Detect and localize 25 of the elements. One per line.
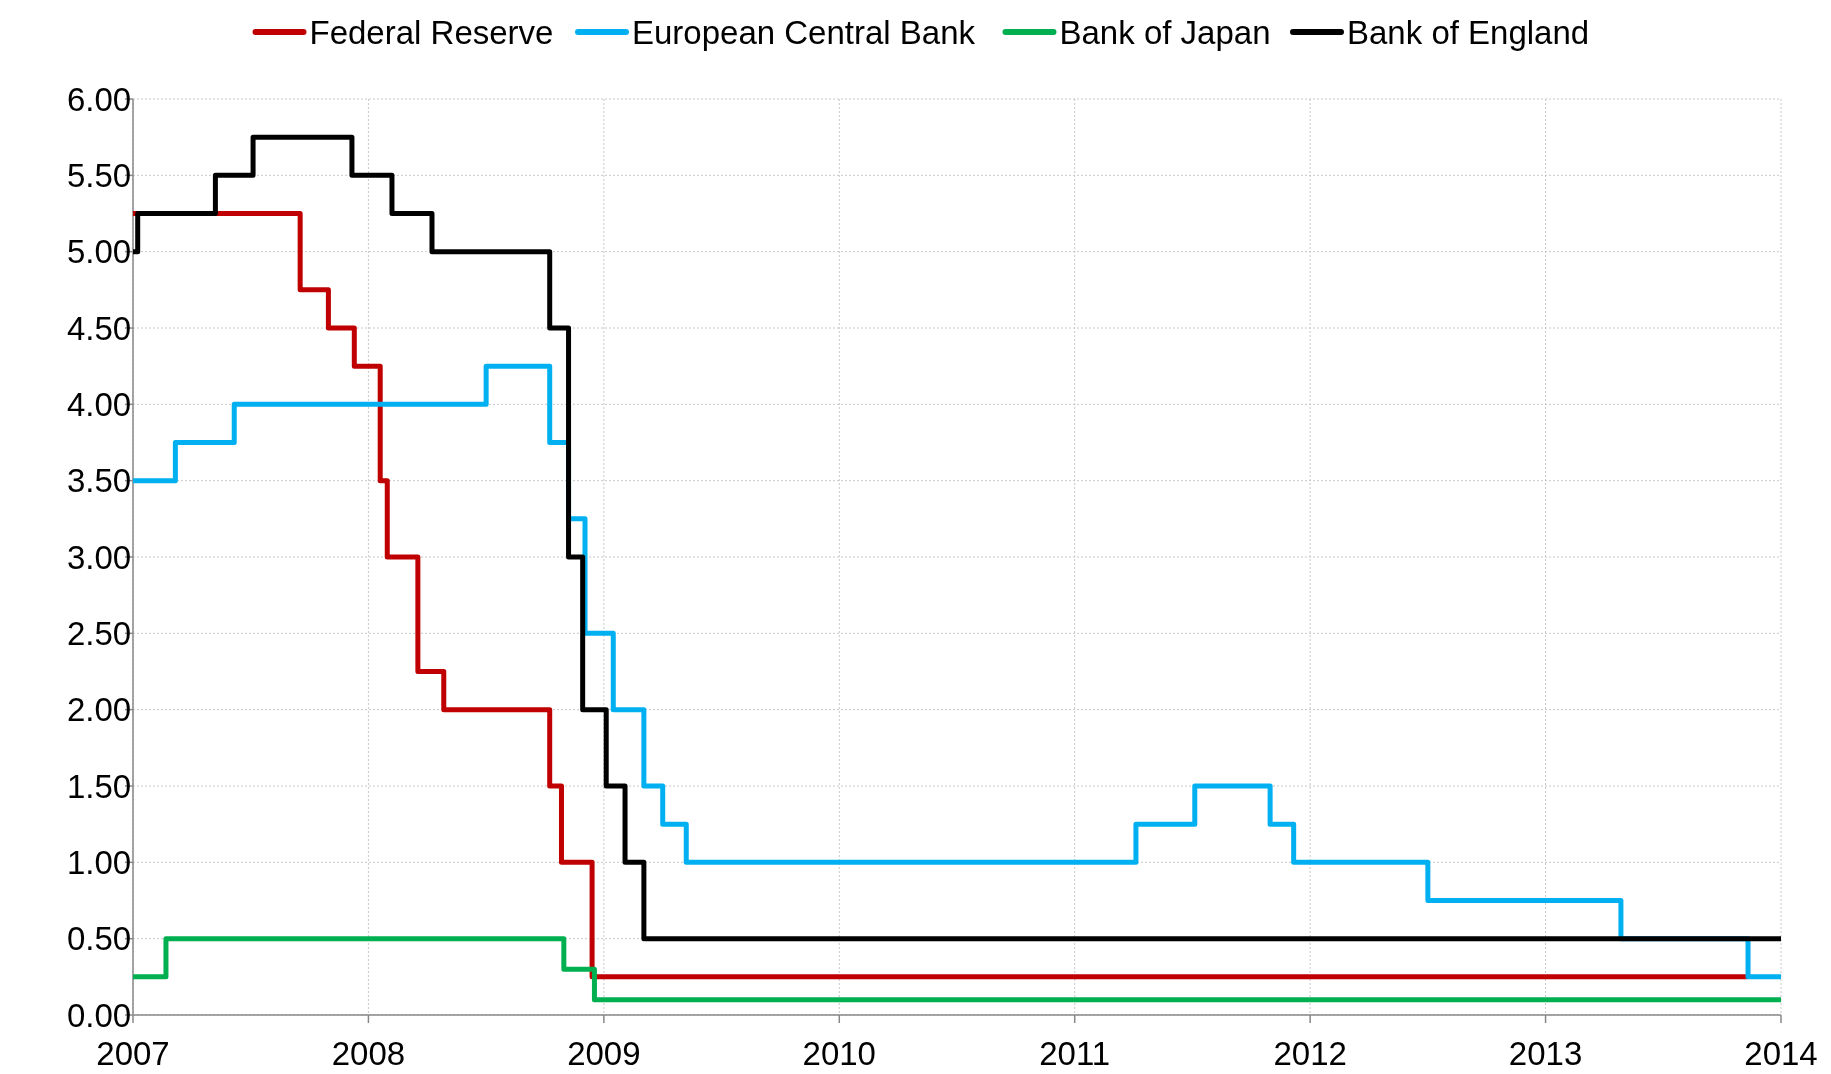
x-tick-label: 2014 (1744, 1035, 1818, 1072)
y-tick-label: 5.00 (66, 233, 132, 271)
y-tick-label: 5.50 (66, 156, 132, 194)
x-tick-label: 2012 (1273, 1035, 1347, 1072)
legend-label: European Central Bank (632, 13, 976, 51)
x-tick-label: 2013 (1508, 1035, 1583, 1072)
y-tick-label: 4.50 (66, 309, 132, 347)
y-tick-label: 4.00 (66, 385, 132, 423)
y-tick-label: 0.00 (66, 996, 132, 1034)
x-tick-label: 2009 (567, 1035, 641, 1072)
x-tick-label: 2008 (331, 1035, 406, 1072)
x-tick-label: 2010 (802, 1035, 876, 1072)
y-tick-label: 0.50 (66, 920, 132, 958)
x-tick-label: 2011 (1039, 1035, 1111, 1072)
legend-label: Federal Reserve (309, 13, 554, 51)
y-tick-label: 6.00 (66, 80, 132, 118)
y-tick-label: 1.00 (66, 843, 132, 881)
y-tick-label: 3.00 (66, 538, 132, 576)
legend-label: Bank of England (1347, 13, 1590, 51)
x-tick-label: 2007 (96, 1035, 170, 1072)
y-tick-label: 1.50 (66, 767, 132, 805)
y-tick-label: 2.00 (66, 691, 132, 729)
legend-label: Bank of Japan (1059, 13, 1271, 51)
y-tick-label: 3.50 (66, 462, 132, 500)
y-tick-label: 2.50 (66, 614, 132, 652)
